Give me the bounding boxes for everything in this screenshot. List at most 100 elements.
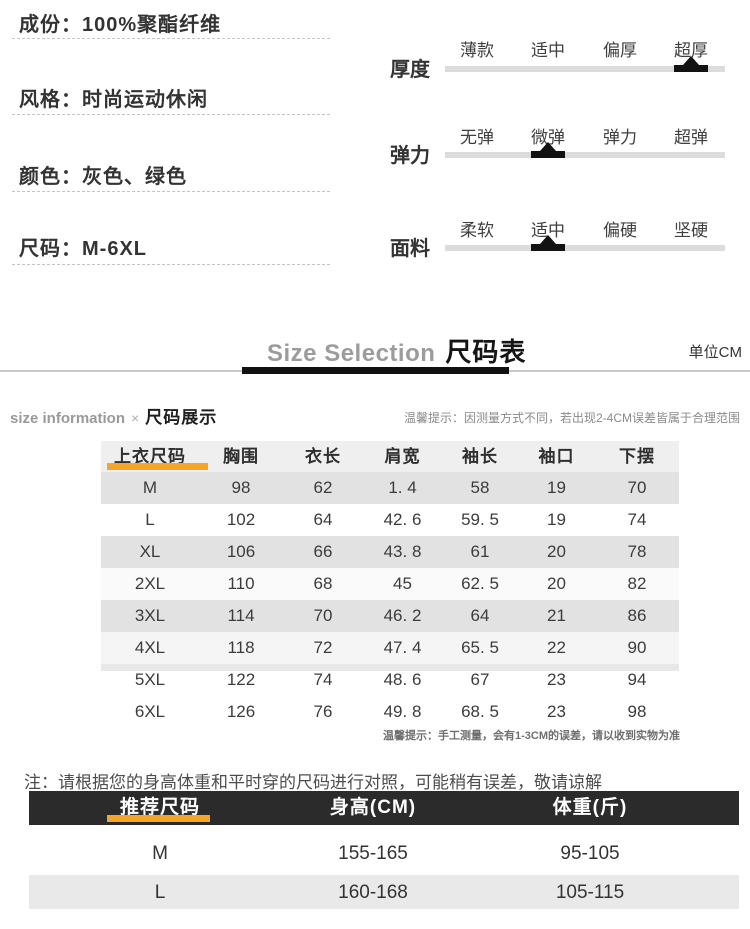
size-value-cell: 23: [547, 670, 566, 689]
size-value-cell: 122: [226, 670, 256, 689]
size-table-row: 5XL 122 74 48. 6 67 23 94: [101, 664, 679, 696]
size-value-cell: 62. 5: [461, 574, 499, 593]
header-accent-underline: [107, 463, 208, 470]
thickness-option: 偏厚: [603, 41, 637, 60]
size-value-cell: 114: [227, 606, 255, 625]
size-table-header-cell: 上衣尺码: [114, 447, 186, 466]
size-value-cell: 70: [313, 606, 333, 625]
size-label-cell: 2XL: [134, 574, 166, 593]
size-value-cell: 61: [470, 542, 490, 561]
elasticity-option: 超弹: [674, 128, 708, 147]
size-info-zh: 尺码展示: [145, 408, 218, 427]
recommend-table-row: L 160-168 105-115: [29, 875, 739, 909]
elasticity-option: 无弹: [460, 128, 494, 147]
size-value-cell: 48. 6: [383, 670, 422, 689]
attribute-composition: 成份：100%聚酯纤维: [19, 14, 222, 36]
attribute-color: 颜色：灰色、绿色: [19, 166, 187, 188]
size-label-cell: XL: [139, 542, 161, 561]
recommend-value-cell: 155-165: [338, 843, 408, 864]
size-value-cell: 98: [627, 702, 647, 721]
thickness-scale-track: [445, 66, 725, 72]
size-value-cell: 21: [547, 606, 566, 625]
fabric-scale-marker-arrow-icon: [540, 235, 556, 244]
size-value-cell: 23: [547, 702, 566, 721]
size-table-header-row: 上衣尺码 胸围 衣长 肩宽 袖长 袖口 下摆: [101, 441, 679, 472]
recommend-value-cell: 105-115: [555, 882, 625, 903]
fabric-option: 偏硬: [603, 221, 637, 240]
size-value-cell: 64: [313, 510, 333, 529]
size-table-header-cell: 衣长: [305, 447, 341, 466]
fabric-scale-track: [445, 245, 725, 251]
thickness-scale-marker-arrow-icon: [683, 56, 699, 65]
thickness-option: 适中: [531, 41, 565, 60]
size-table-row: 6XL 126 76 49. 8 68. 5 23 98: [101, 696, 679, 728]
recommend-header-cell: 体重(斤): [552, 797, 628, 818]
size-value-cell: 67: [470, 670, 490, 689]
size-value-cell: 43. 8: [383, 542, 422, 561]
unit-label: 单位CM: [688, 344, 742, 361]
size-value-cell: 49. 8: [383, 702, 422, 721]
size-table-row: 3XL 114 70 46. 2 64 21 86: [101, 600, 679, 632]
size-value-cell: 66: [313, 542, 333, 561]
size-table: 上衣尺码 胸围 衣长 肩宽 袖长 袖口 下摆 M 98 62 1. 4 58 19 70 L 102 64 42.…: [101, 441, 679, 728]
measure-tip: 温馨提示：因测量方式不同，若出现2-4CM误差皆属于合理范围: [403, 411, 740, 425]
size-value-cell: 62: [313, 478, 333, 497]
size-table-row: XL 106 66 43. 8 61 20 78: [101, 536, 679, 568]
size-label-cell: 4XL: [134, 638, 166, 657]
recommend-value-cell: 160-168: [338, 882, 408, 903]
elasticity-scale-marker-arrow-icon: [540, 142, 556, 151]
size-table-header-cell: 袖口: [538, 447, 575, 466]
size-value-cell: 20: [547, 574, 566, 593]
divider-accent-bar: [242, 367, 509, 374]
size-value-cell: 68. 5: [461, 702, 499, 721]
size-value-cell: 45: [393, 574, 412, 593]
elasticity-option: 弹力: [603, 128, 637, 147]
size-label-cell: 6XL: [134, 702, 166, 721]
thickness-scale-label: 厚度: [390, 59, 430, 81]
size-value-cell: 82: [627, 574, 647, 593]
attribute-style: 风格：时尚运动休闲: [19, 89, 208, 111]
size-table-row: 4XL 118 72 47. 4 65. 5 22 90: [101, 632, 679, 664]
attribute-size-range: 尺码：M-6XL: [19, 238, 147, 260]
dashed-divider: [12, 191, 330, 192]
size-value-cell: 78: [627, 542, 647, 561]
section-title-zh: 尺码表: [445, 337, 527, 367]
size-table-row: 2XL 110 68 45 62. 5 20 82: [101, 568, 679, 600]
size-table-header-cell: 袖长: [462, 447, 498, 466]
size-value-cell: 74: [313, 670, 333, 689]
recommend-header-cell: 推荐尺码: [119, 797, 201, 818]
note-line: 注：请根据您的身高体重和平时穿的尺码进行对照，可能稍有误差，敬请谅解: [24, 773, 602, 792]
dashed-divider: [12, 38, 330, 39]
recommend-size-cell: M: [152, 843, 168, 864]
fabric-option: 坚硬: [674, 221, 708, 240]
recommend-value-cell: 95-105: [560, 843, 620, 864]
size-value-cell: 65. 5: [461, 638, 499, 657]
thickness-option: 薄款: [460, 41, 494, 60]
size-value-cell: 70: [627, 478, 647, 497]
recommend-table-row: M 155-165 95-105: [29, 836, 739, 870]
size-value-cell: 47. 4: [383, 638, 422, 657]
elasticity-scale-label: 弹力: [390, 145, 430, 167]
size-value-cell: 64: [470, 606, 490, 625]
elasticity-scale-marker: [531, 151, 565, 158]
section-title-en: Size Selection: [267, 340, 436, 367]
size-value-cell: 86: [627, 606, 647, 625]
size-value-cell: 42. 6: [383, 510, 422, 529]
size-info-heading: size information × 尺码展示: [10, 403, 217, 428]
dashed-divider: [12, 114, 330, 115]
recommend-size-cell: L: [154, 882, 166, 903]
thickness-scale-marker: [674, 65, 708, 72]
size-table-row: M 98 62 1. 4 58 19 70: [101, 472, 679, 504]
elasticity-option: 微弹: [531, 128, 565, 147]
recommend-table-header: 推荐尺码 身高(CM) 体重(斤): [29, 791, 739, 825]
elasticity-scale-track: [445, 152, 725, 158]
size-value-cell: 46. 2: [383, 606, 422, 625]
size-value-cell: 98: [231, 478, 251, 497]
size-info-en: size information: [10, 410, 126, 427]
size-value-cell: 20: [547, 542, 566, 561]
size-value-cell: 94: [627, 670, 647, 689]
size-value-cell: 72: [313, 638, 333, 657]
size-table-header-cell: 肩宽: [384, 447, 421, 466]
multiply-separator: ×: [131, 410, 140, 426]
